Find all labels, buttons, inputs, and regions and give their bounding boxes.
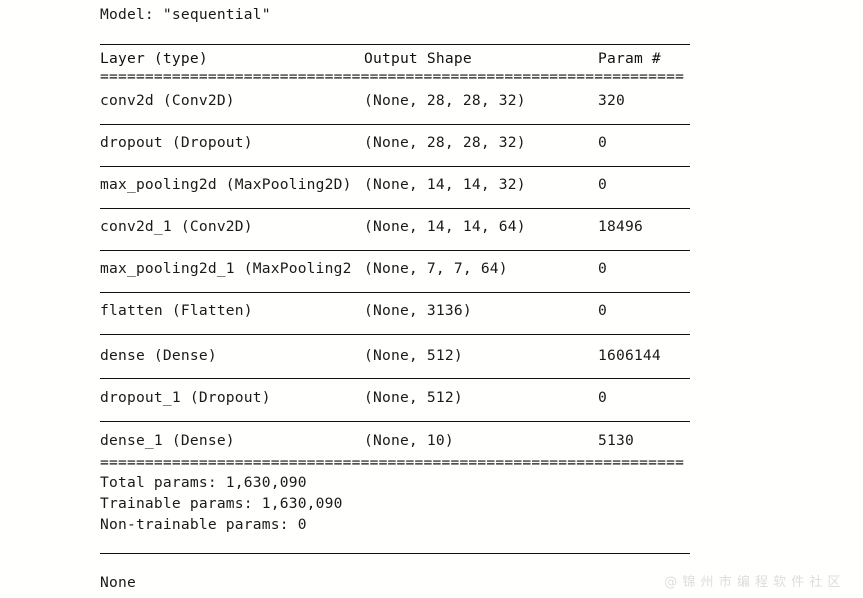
row-separator [100,421,690,422]
cell-layer: max_pooling2d (MaxPooling2D) [100,176,352,193]
table-row: max_pooling2d (MaxPooling2D) (None, 14, … [100,176,700,198]
cell-param: 0 [598,302,607,319]
header-equals-separator: ========================================… [100,70,685,85]
row-separator [100,208,690,209]
row-separator [100,292,690,293]
cell-output-shape: (None, 10) [364,432,454,449]
table-header-row: Layer (type) Output Shape Param # [100,50,700,72]
column-header-param: Param # [598,50,661,67]
cell-param: 0 [598,260,607,277]
row-separator [100,378,690,379]
cell-param: 0 [598,176,607,193]
column-header-output-shape: Output Shape [364,50,472,67]
table-row: dense_1 (Dense) (None, 10) 5130 [100,432,700,454]
cell-output-shape: (None, 14, 14, 64) [364,218,526,235]
table-row: dropout (Dropout) (None, 28, 28, 32) 0 [100,134,700,156]
cell-output-shape: (None, 7, 7, 64) [364,260,508,277]
cell-layer: max_pooling2d_1 (MaxPooling2 [100,260,352,277]
row-separator [100,334,690,335]
cell-layer: dropout_1 (Dropout) [100,389,271,406]
row-separator [100,166,690,167]
cell-param: 1606144 [598,347,661,364]
cell-param: 0 [598,134,607,151]
table-row: dense (Dense) (None, 512) 1606144 [100,347,700,369]
cell-layer: conv2d_1 (Conv2D) [100,218,253,235]
watermark-text: @ 锦 州 市 编 程 软 件 社 区 [664,575,841,590]
cell-layer: dense_1 (Dense) [100,432,235,449]
cell-param: 320 [598,92,625,109]
table-row: flatten (Flatten) (None, 3136) 0 [100,302,700,324]
header-top-rule [100,44,690,45]
model-title: Model: "sequential" [100,6,271,23]
cell-param: 18496 [598,218,643,235]
cell-param: 0 [598,389,607,406]
report-bottom-rule [100,553,690,554]
cell-output-shape: (None, 512) [364,389,463,406]
table-row: conv2d (Conv2D) (None, 28, 28, 32) 320 [100,92,700,114]
row-separator [100,124,690,125]
cell-param: 5130 [598,432,634,449]
table-row: dropout_1 (Dropout) (None, 512) 0 [100,389,700,411]
column-header-layer: Layer (type) [100,50,208,67]
cell-output-shape: (None, 28, 28, 32) [364,134,526,151]
table-row: conv2d_1 (Conv2D) (None, 14, 14, 64) 184… [100,218,700,240]
cell-layer: flatten (Flatten) [100,302,253,319]
total-params-line: Total params: 1,630,090 [100,474,307,491]
footer-equals-separator: ========================================… [100,456,685,471]
cell-layer: dropout (Dropout) [100,134,253,151]
non-trainable-params-line: Non-trainable params: 0 [100,516,307,533]
cell-output-shape: (None, 28, 28, 32) [364,92,526,109]
cell-layer: conv2d (Conv2D) [100,92,235,109]
table-row: max_pooling2d_1 (MaxPooling2 (None, 7, 7… [100,260,700,282]
trainable-params-line: Trainable params: 1,630,090 [100,495,343,512]
row-separator [100,250,690,251]
return-value-none: None [100,574,136,591]
cell-layer: dense (Dense) [100,347,217,364]
cell-output-shape: (None, 14, 14, 32) [364,176,526,193]
cell-output-shape: (None, 3136) [364,302,472,319]
cell-output-shape: (None, 512) [364,347,463,364]
